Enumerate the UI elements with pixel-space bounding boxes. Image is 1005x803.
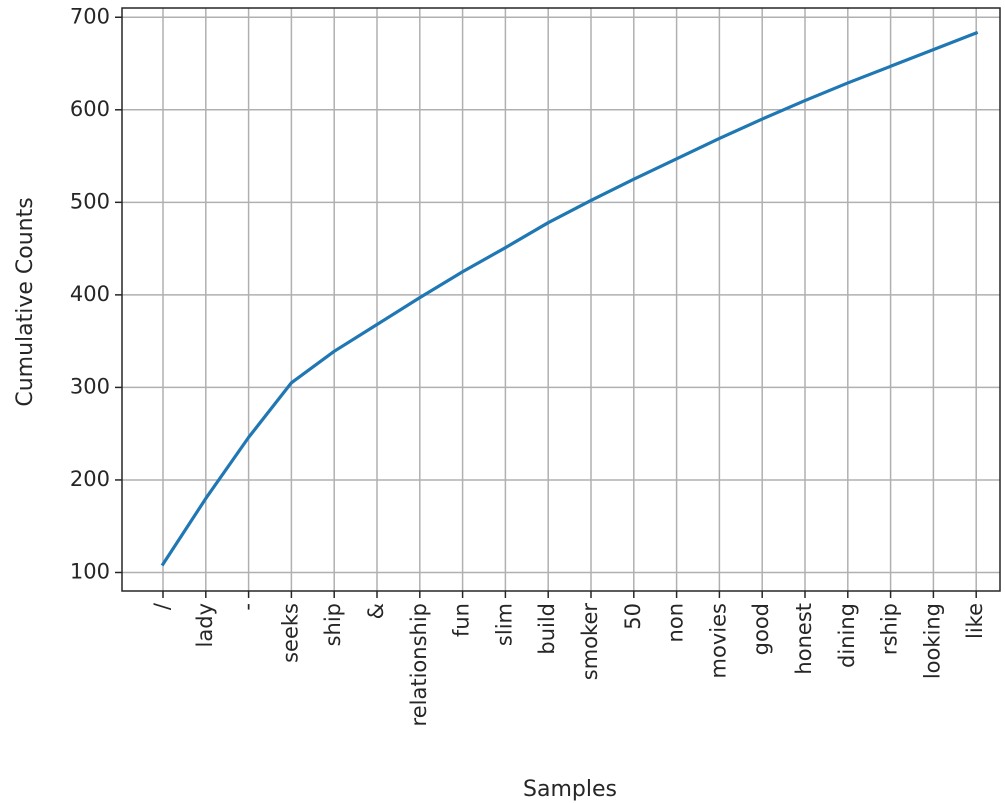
x-tick-label: good xyxy=(749,603,773,655)
x-tick-label: fun xyxy=(450,603,474,637)
x-tick-label: dining xyxy=(835,603,859,668)
plot-frame xyxy=(121,7,1001,592)
x-axis-label: Samples xyxy=(523,777,617,802)
y-axis-label: Cumulative Counts xyxy=(13,197,38,406)
x-tick-label: build xyxy=(535,603,559,655)
grid xyxy=(122,8,1000,591)
y-tick-label: 500 xyxy=(70,189,110,213)
y-tick-label: 100 xyxy=(70,559,110,583)
x-tick-label: 50 xyxy=(621,603,645,630)
axes-frame xyxy=(121,7,1001,592)
x-tick-label: looking xyxy=(920,603,944,679)
series-line xyxy=(160,30,979,567)
x-tick-label: like xyxy=(963,603,987,639)
plot-area xyxy=(160,30,979,567)
x-tick-label: lady xyxy=(193,603,217,647)
x-tick-label: rship xyxy=(878,603,902,655)
x-tick-label: honest xyxy=(792,603,816,675)
y-tick-label: 400 xyxy=(70,282,110,306)
y-tick-label: 600 xyxy=(70,97,110,121)
y-tick-label: 300 xyxy=(70,374,110,398)
x-tick-label: relationship xyxy=(407,603,431,726)
x-tick-label: slim xyxy=(492,603,516,646)
x-tick-label: & xyxy=(364,603,388,619)
y-axis: 100 200 300 400 500 600 700 xyxy=(70,4,122,583)
x-tick-label: movies xyxy=(706,603,730,678)
y-tick-label: 200 xyxy=(70,467,110,491)
x-tick-label: - xyxy=(236,603,260,611)
x-tick-label: smoker xyxy=(578,603,602,681)
x-tick-label: seeks xyxy=(278,603,302,663)
x-axis: / lady - seeks ship & relationship fun slim build… xyxy=(150,591,987,726)
y-tick-label: 700 xyxy=(70,4,110,28)
x-tick-label: ship xyxy=(321,603,345,646)
x-tick-label: non xyxy=(664,603,688,642)
x-tick-label: / xyxy=(150,602,174,610)
